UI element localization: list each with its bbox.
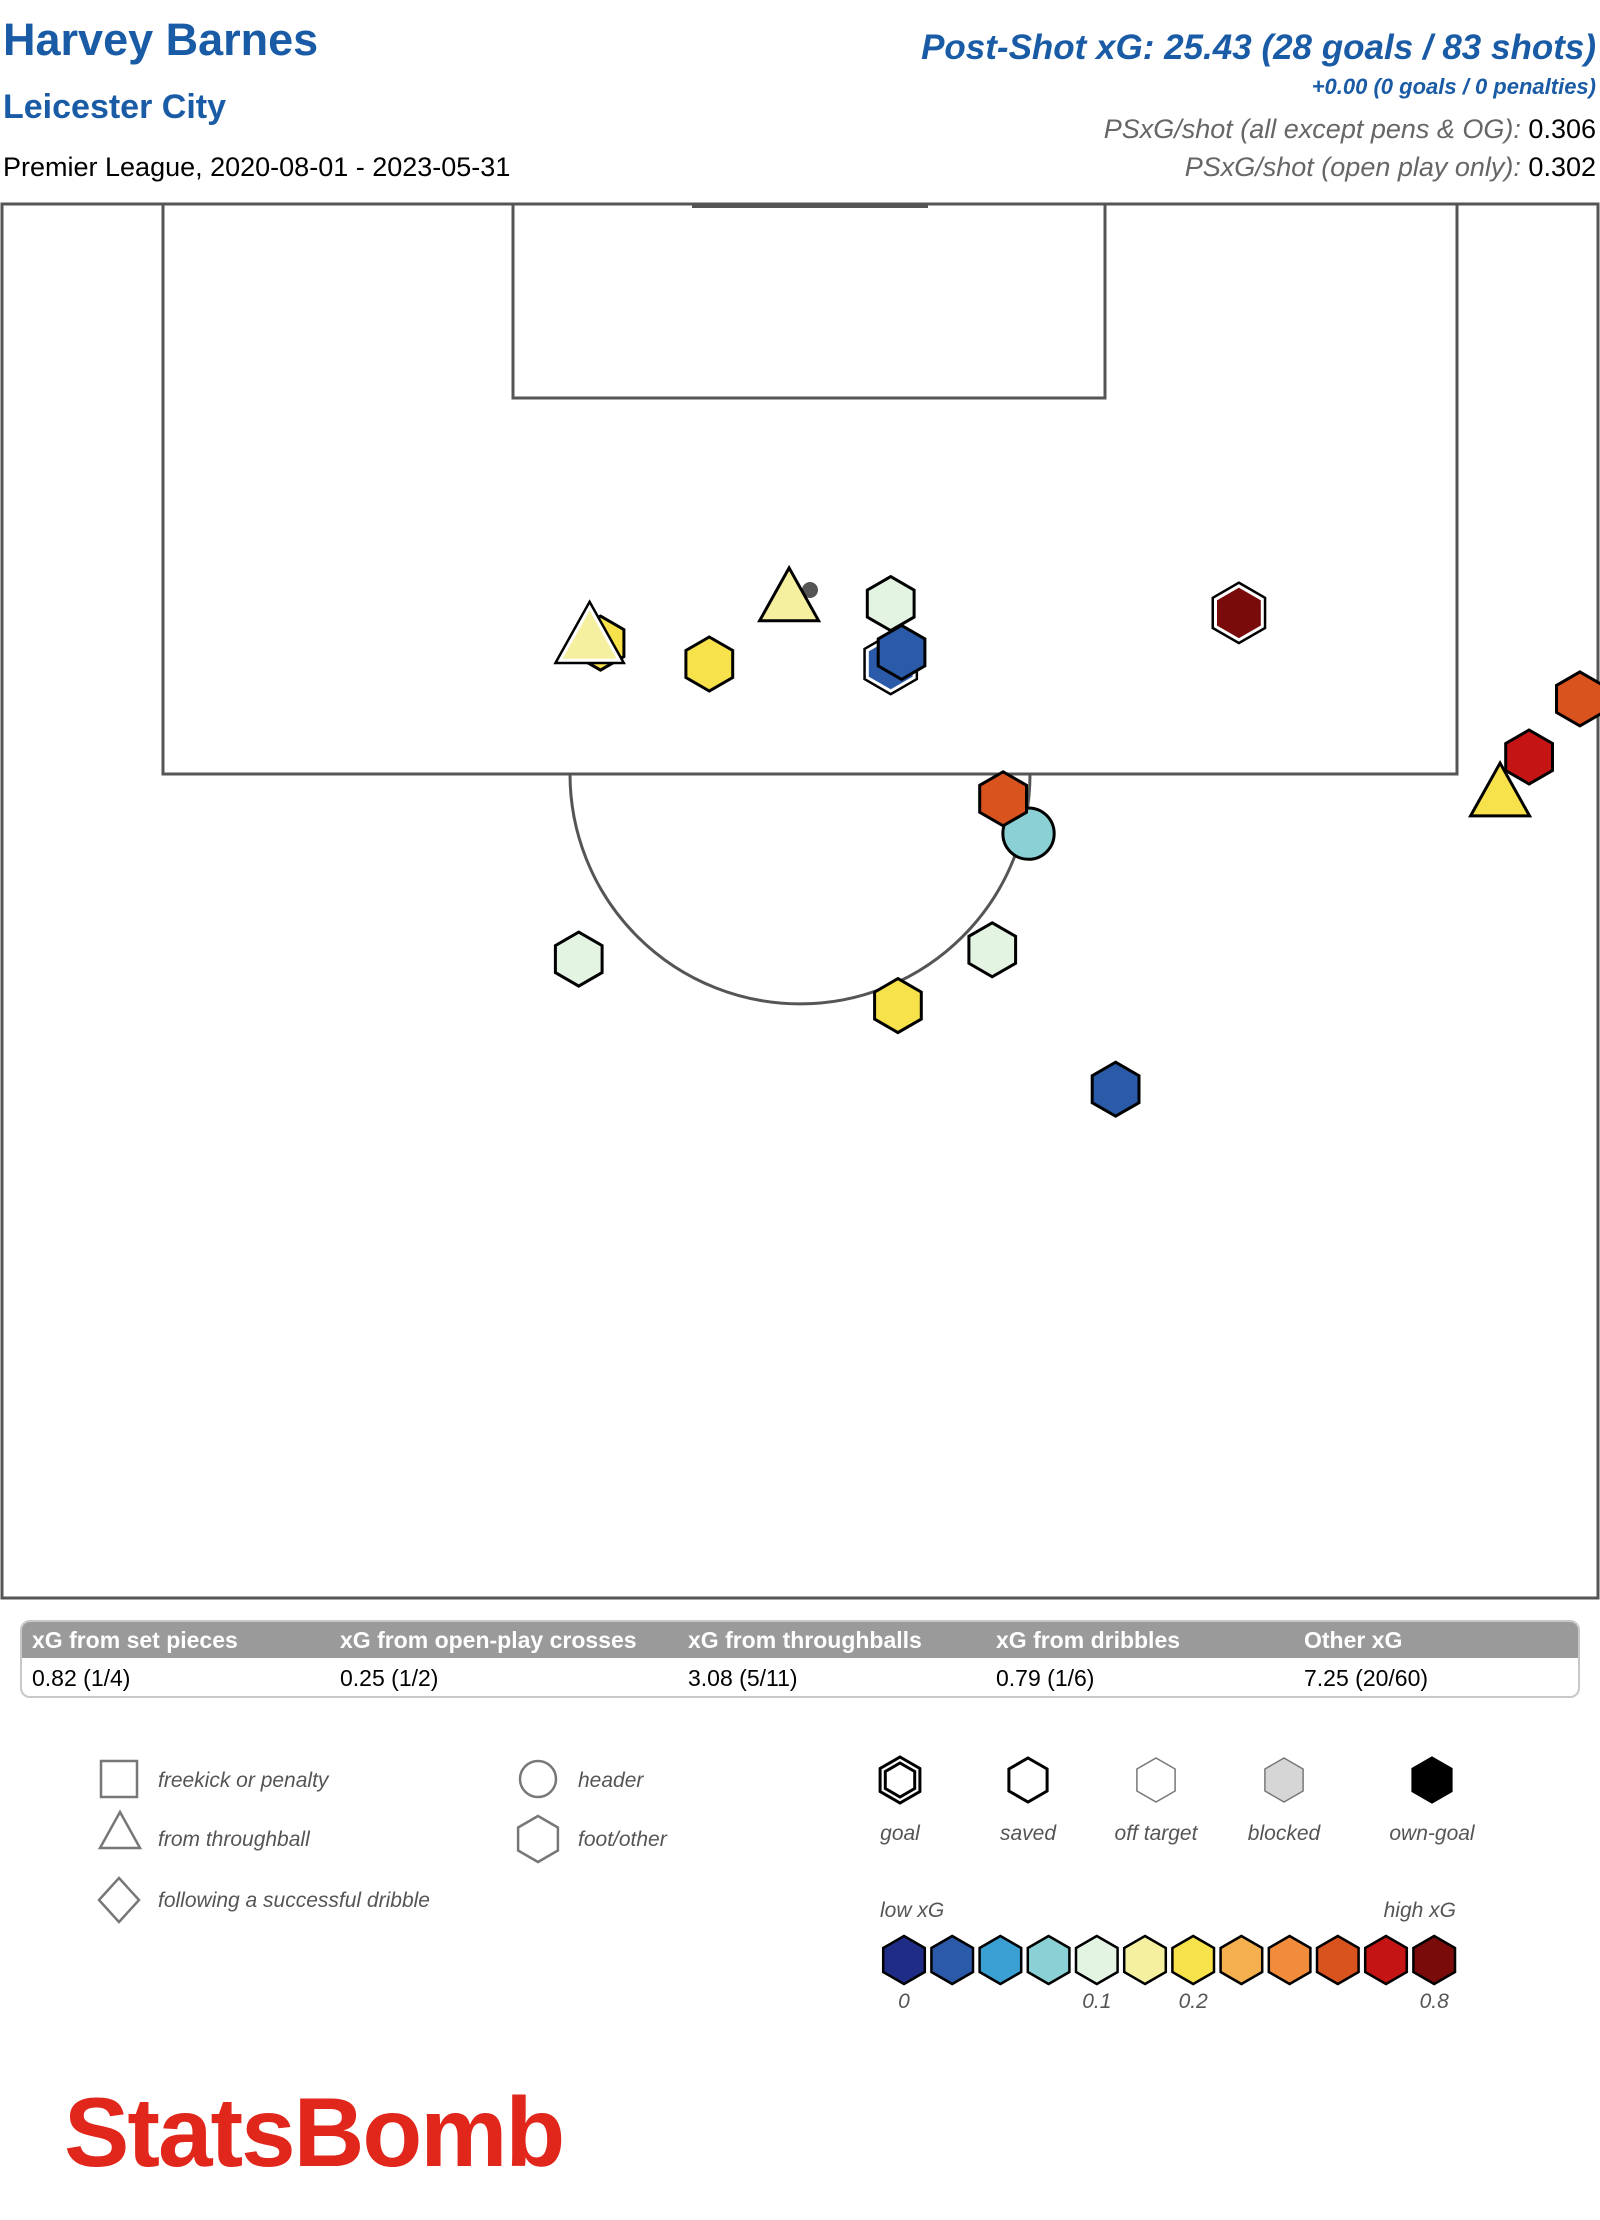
scale-swatch-11 — [1412, 1934, 1457, 1986]
xg-throughballs-value: 3.08 (5/11) — [688, 1665, 798, 1691]
scale-swatch-4 — [1074, 1934, 1119, 1986]
circle-icon — [518, 1759, 558, 1799]
shot-marker-24 — [967, 921, 1018, 979]
psxg-per-shot-open-play: PSxG/shot (open play only): 0.302 — [1185, 152, 1596, 183]
xg-dribbles-header: xG from dribbles — [996, 1627, 1181, 1653]
scale-swatch-3 — [1026, 1934, 1071, 1986]
psxg-headline: Post-Shot xG: 25.43 (28 goals / 83 shots… — [921, 28, 1596, 67]
shot-marker-20 — [978, 770, 1028, 828]
square-icon — [99, 1759, 139, 1799]
scale-swatch-6 — [1171, 1934, 1216, 1986]
penalty-spot — [802, 582, 818, 598]
legend-header-label: header — [578, 1769, 644, 1792]
xg-other-value: 7.25 (20/60) — [1304, 1665, 1429, 1691]
legend-freekick-label: freekick or penalty — [158, 1769, 330, 1792]
outcome-icons — [878, 1755, 1453, 1805]
legend-saved-label: saved — [1000, 1822, 1057, 1845]
shot-marker-10 — [1555, 670, 1600, 728]
scale-swatch-2 — [978, 1934, 1023, 1986]
diamond-icon — [97, 1876, 141, 1924]
scale-swatch-0 — [881, 1934, 927, 1986]
xg-set-pieces-value: 0.82 (1/4) — [32, 1665, 131, 1691]
competition-date-range: Premier League, 2020-08-01 - 2023-05-31 — [3, 152, 511, 182]
team-name: Leicester City — [3, 88, 226, 126]
xg-scale-ticks: 0 0.1 0.2 0.8 — [898, 1990, 1449, 2013]
penalty-arc — [568, 773, 1032, 1006]
legend-blocked-label: blocked — [1248, 1822, 1322, 1845]
legend-own-goal-label: own-goal — [1389, 1822, 1476, 1845]
scale-swatch-8 — [1267, 1934, 1312, 1986]
shot-marker-8 — [1504, 728, 1554, 786]
outcome-goal-icon — [878, 1755, 922, 1805]
triangle-icon — [97, 1809, 143, 1850]
xg-dribbles-value: 0.79 (1/6) — [996, 1665, 1095, 1691]
xg-set-pieces-header: xG from set pieces — [32, 1627, 238, 1653]
outcome-blocked-icon — [1264, 1757, 1304, 1803]
psxg-per-shot-all: PSxG/shot (all except pens & OG): 0.306 — [1104, 114, 1596, 145]
pitch-boundary — [0, 202, 1600, 1600]
scale-tick-label: 0.8 — [1420, 1990, 1450, 2013]
hexagon-icon — [516, 1814, 560, 1864]
outcome-off-target-icon — [1136, 1757, 1176, 1803]
shot-marker-22 — [873, 976, 923, 1035]
xg-breakdown-table: xG from set pieces xG from open-play cro… — [20, 1620, 1580, 1698]
scale-tick-label: 0.1 — [1082, 1990, 1111, 2013]
scale-swatch-7 — [1219, 1934, 1264, 1986]
scale-swatch-10 — [1363, 1934, 1409, 1986]
legend-foot-label: foot/other — [578, 1828, 668, 1851]
shot-marker-2 — [757, 564, 822, 623]
shot-marker-26 — [1090, 1060, 1141, 1118]
xg-other-header: Other xG — [1304, 1627, 1403, 1653]
penalty-summary: +0.00 (0 goals / 0 penalties) — [1311, 74, 1596, 99]
xg-table-header-bar — [22, 1622, 1578, 1658]
statsbomb-logo: StatsBomb — [64, 2077, 565, 2187]
legend-low-xg-label: low xG — [880, 1899, 944, 1922]
legend-off-target-label: off target — [1115, 1822, 1199, 1845]
shot-marker-7 — [876, 623, 927, 682]
legend-throughball-label: from throughball — [158, 1828, 311, 1851]
shot-map-pitch — [0, 202, 1600, 1600]
xg-crosses-value: 0.25 (1/2) — [340, 1665, 439, 1691]
legend-goal-label: goal — [880, 1822, 921, 1845]
scale-swatch-5 — [1122, 1934, 1168, 1986]
shot-marker-1 — [865, 574, 916, 633]
shot-marker-23 — [553, 930, 604, 988]
xg-color-scale — [881, 1934, 1457, 1986]
shots-layer — [553, 564, 1600, 1118]
shot-marker-4 — [553, 599, 626, 665]
scale-tick-label: 0 — [898, 1990, 910, 2013]
psxg-per-shot-all-value: 0.306 — [1528, 114, 1596, 144]
scale-swatch-1 — [930, 1934, 975, 1986]
xg-crosses-header: xG from open-play crosses — [340, 1627, 637, 1653]
psxg-per-shot-open-play-value: 0.302 — [1528, 152, 1596, 182]
legend: freekick or penalty from throughball fol… — [97, 1755, 1476, 2013]
psxg-per-shot-open-play-label: PSxG/shot (open play only): — [1184, 152, 1521, 182]
psxg-per-shot-all-label: PSxG/shot (all except pens & OG): — [1103, 114, 1521, 144]
shot-marker-5 — [1211, 581, 1267, 645]
scale-swatch-9 — [1315, 1934, 1360, 1986]
outcome-own-goal-icon — [1411, 1756, 1453, 1804]
shot-marker-3 — [684, 635, 735, 693]
legend-dribble-label: following a successful dribble — [158, 1889, 430, 1912]
player-name: Harvey Barnes — [3, 14, 319, 65]
shot-marker-19 — [1001, 806, 1056, 861]
xg-throughballs-header: xG from throughballs — [688, 1627, 922, 1653]
legend-high-xg-label: high xG — [1384, 1899, 1456, 1922]
scale-tick-label: 0.2 — [1179, 1990, 1209, 2013]
shot-marker-21 — [1468, 760, 1533, 818]
outcome-saved-icon — [1007, 1756, 1049, 1804]
